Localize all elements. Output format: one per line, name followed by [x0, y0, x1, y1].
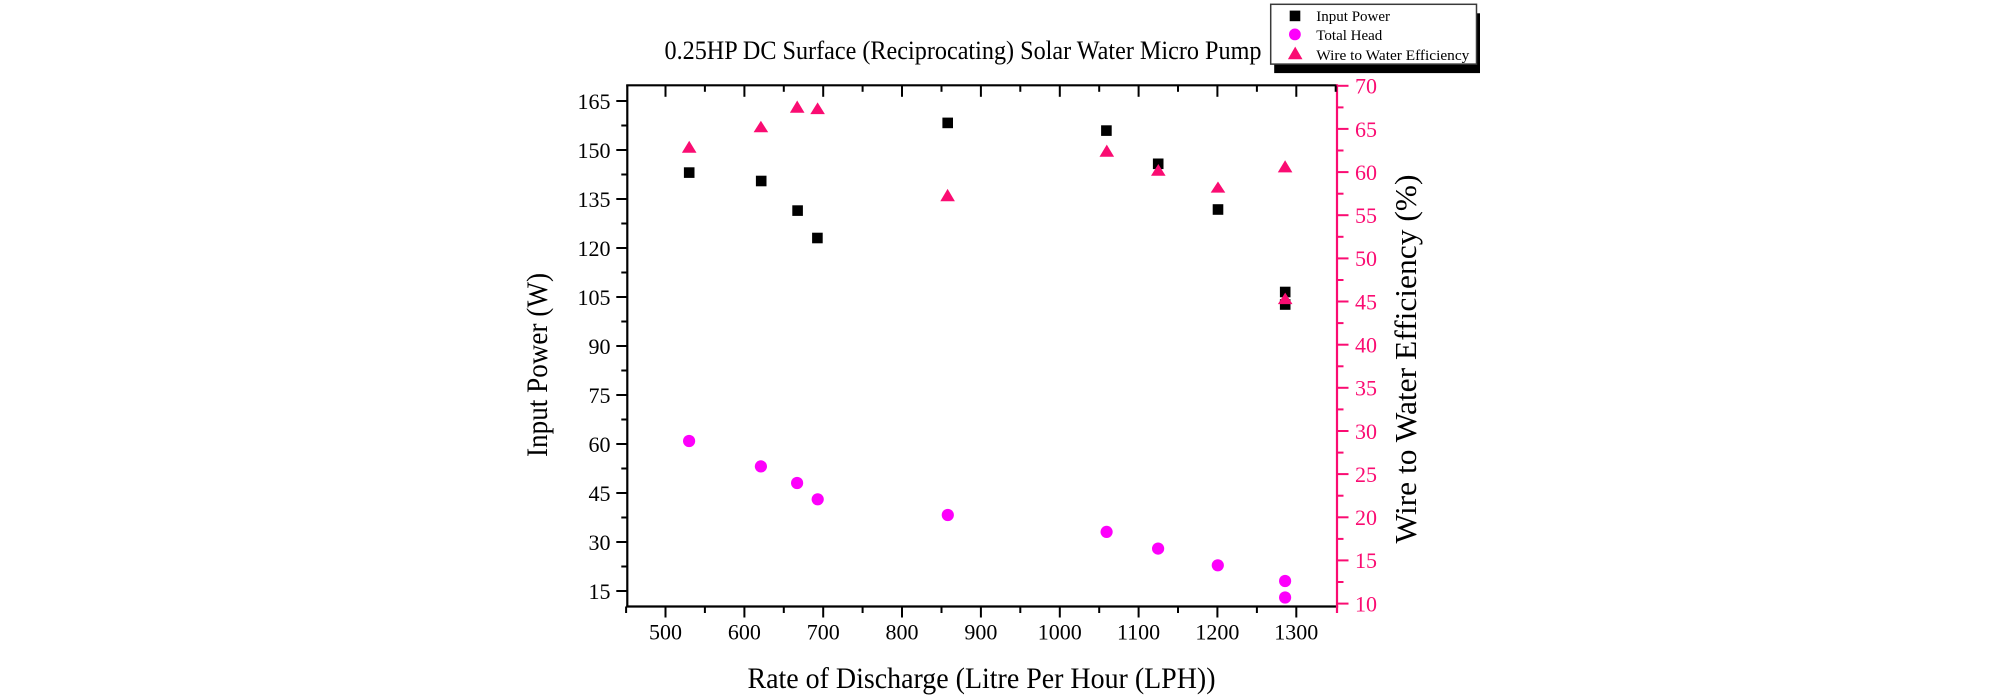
svg-text:150: 150 [578, 138, 611, 163]
svg-text:Input Power (W): Input Power (W) [521, 273, 554, 457]
svg-text:120: 120 [578, 236, 611, 261]
svg-text:800: 800 [886, 620, 919, 645]
svg-text:90: 90 [589, 334, 611, 359]
svg-text:55: 55 [1355, 203, 1377, 228]
svg-text:15: 15 [1355, 548, 1377, 573]
svg-text:900: 900 [964, 620, 997, 645]
svg-text:20: 20 [1355, 505, 1377, 530]
svg-text:75: 75 [589, 383, 611, 408]
svg-text:65: 65 [1355, 117, 1377, 142]
svg-text:135: 135 [578, 187, 611, 212]
svg-text:Input Power: Input Power [1316, 9, 1390, 25]
svg-text:1100: 1100 [1117, 620, 1160, 645]
svg-text:Wire to Water Efficiency: Wire to Water Efficiency [1316, 48, 1470, 64]
svg-text:1300: 1300 [1274, 620, 1318, 645]
svg-text:Wire to Water Efficiency (%): Wire to Water Efficiency (%) [1388, 175, 1423, 544]
svg-text:15: 15 [589, 579, 611, 604]
svg-text:1200: 1200 [1195, 620, 1239, 645]
svg-text:500: 500 [649, 620, 682, 645]
svg-text:40: 40 [1355, 333, 1377, 358]
svg-text:Rate of Discharge (Litre Per H: Rate of Discharge (Litre Per Hour (LPH)) [748, 662, 1216, 695]
svg-text:60: 60 [1355, 160, 1377, 185]
svg-text:Total Head: Total Head [1316, 28, 1383, 44]
svg-text:600: 600 [728, 620, 761, 645]
svg-text:30: 30 [1355, 419, 1377, 444]
svg-text:105: 105 [578, 285, 611, 310]
svg-text:30: 30 [589, 530, 611, 555]
svg-text:45: 45 [589, 481, 611, 506]
svg-text:35: 35 [1355, 376, 1377, 401]
svg-text:10: 10 [1355, 591, 1377, 616]
svg-text:700: 700 [807, 620, 840, 645]
svg-text:50: 50 [1355, 246, 1377, 271]
svg-text:60: 60 [589, 432, 611, 457]
svg-text:25: 25 [1355, 462, 1377, 487]
svg-text:1000: 1000 [1038, 620, 1082, 645]
svg-text:70: 70 [1355, 74, 1377, 99]
svg-text:0.25HP DC Surface (Reciprocati: 0.25HP DC Surface (Reciprocating) Solar … [665, 36, 1262, 65]
svg-text:165: 165 [578, 89, 611, 114]
svg-text:45: 45 [1355, 289, 1377, 314]
